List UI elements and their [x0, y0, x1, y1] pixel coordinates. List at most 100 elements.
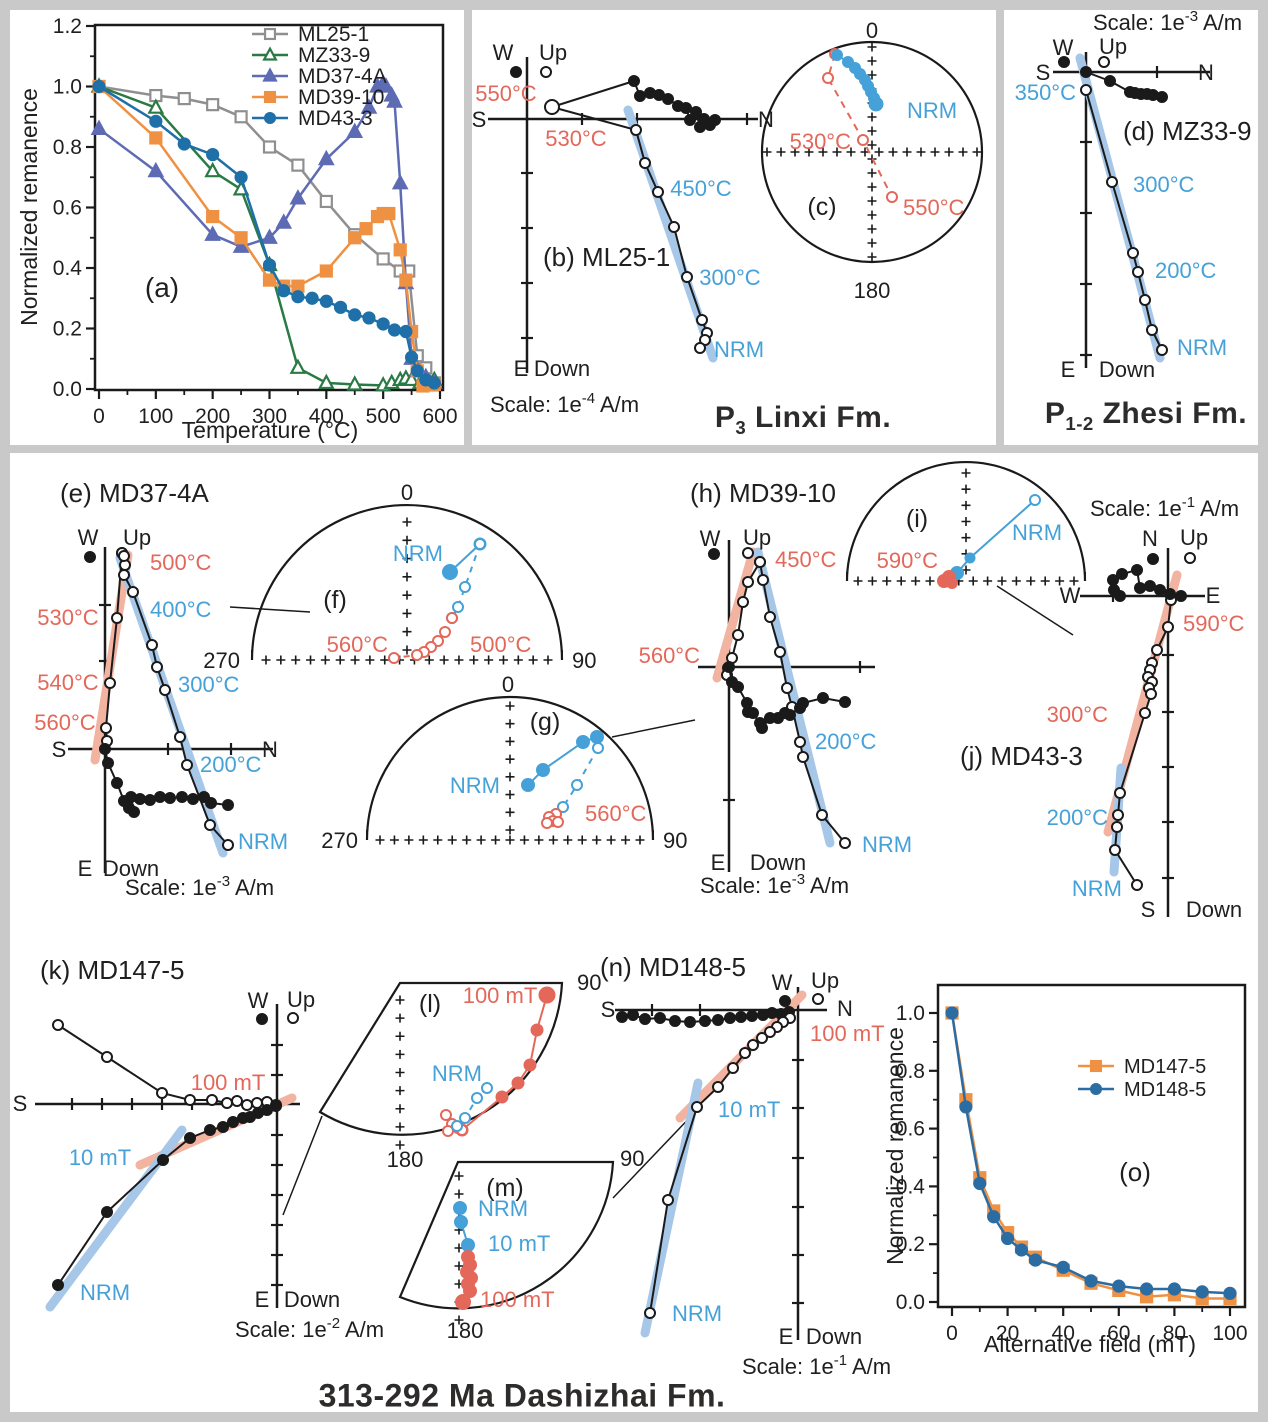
zijderveld-md37-4a-vertical-high-temp-pt-3: [100, 722, 112, 734]
zijderveld-mz33-9-horizontal-component-pt-7: [1156, 91, 1168, 103]
stereonet-c-t-6: 180: [854, 278, 891, 303]
zijderveld-mz33-9-t-18: NRM: [1177, 335, 1227, 360]
stereonet-f-20-plus: [291, 655, 301, 665]
chart-o-frame: [936, 983, 1247, 1309]
stereonet-i-16-plus: [1055, 576, 1065, 586]
zijderveld-md37-4a-t-13: S: [52, 737, 67, 762]
zijderveld-md148-5-horizontal-component-pt-4: [669, 1015, 681, 1027]
stereonet-g-19-plus: [519, 835, 529, 845]
stereonet-f-dot-6: [442, 564, 458, 580]
chart-o-legend-label: MD147-5: [1124, 1056, 1206, 1078]
chart-a-ytick-label: 0.4: [53, 257, 83, 280]
stereonet-c-16-plus: [930, 147, 940, 157]
zijderveld-ml25-1-dot-8: [510, 66, 522, 78]
stereonet-g-panel-label-g: (g): [530, 708, 561, 736]
stereonet-g-mid-path-pt-0: [592, 742, 604, 754]
chart-a-xtick-label: 400: [309, 405, 344, 428]
stereonet-g-8-plus: [505, 719, 515, 729]
stereonet-c-16-plus: [867, 224, 877, 234]
zijderveld-ml25-1-horizontal-component-pt-5: [684, 114, 696, 126]
stereonet-c-16-plus: [867, 252, 877, 262]
zijderveld-md39-10-horizontal-component-pt-0: [723, 661, 735, 673]
chart-a-series-MD39-10-marker: [399, 273, 413, 287]
chart-o-series-MD148-5-marker: [987, 1210, 1001, 1224]
chart-a-series-MD37-4A-marker: [289, 189, 307, 205]
zijderveld-md39-10-horizontal-component-pt-15: [839, 696, 851, 708]
zijderveld-md37-4a-t-20: 560°C: [34, 710, 96, 735]
chart-a-series-ML25-1-marker: [291, 158, 305, 172]
fan-l-af-path-pt-2: [511, 1076, 525, 1090]
zijderveld-md147-5-horizontal-component-pt-5: [227, 1116, 239, 1128]
zijderveld-md148-5-t-16: NRM: [672, 1301, 722, 1326]
section-dashizhai: [10, 453, 1258, 1412]
zijderveld-md147-5-t-17: Down: [284, 1287, 340, 1312]
zijderveld-ml25-1-scale-label-b: Scale: 1e-4 A/m: [490, 390, 639, 417]
stereonet-f-20-plus: [365, 655, 375, 665]
zijderveld-md37-4a-t-18: 530°C: [37, 605, 99, 630]
zijderveld-md43-3-vertical-component-pt-14: [1131, 879, 1143, 891]
zijderveld-md148-5-vertical-component-pt-7: [727, 1062, 739, 1074]
fan-l-af-low-cluster-pt-3: [442, 1125, 454, 1137]
zijderveld-mz33-9-t-16: 300°C: [1133, 172, 1195, 197]
chart-a-series-MD43-3-marker: [362, 311, 376, 325]
stereonet-g-high-temp-cluster-pt-4: [552, 816, 564, 828]
stereonet-g-leader-g-h: [611, 719, 696, 738]
zijderveld-md147-5-horizontal-component-pt-6: [217, 1121, 229, 1133]
stereonet-i-p-0: [845, 460, 1087, 582]
stereonet-g-8-plus: [505, 825, 515, 835]
chart-o-series-MD148-5-marker: [945, 1006, 959, 1020]
chart-a-series-MZ33-9-marker: [346, 375, 364, 391]
stereonet-c-16-plus: [972, 147, 982, 157]
zijderveld-md39-10-panel-title-h: (h) MD39-10: [690, 478, 836, 508]
zijderveld-md39-10-vertical-high-temp-pt-3: [732, 629, 744, 641]
zijderveld-md43-3-panel-title-j: (j) MD43-3: [960, 741, 1083, 771]
chart-a-series-MD39-10-marker: [393, 243, 407, 257]
zijderveld-md37-4a-vertical-component-pt-7: [174, 731, 186, 743]
formation-title-linxi: P3 Linxi Fm.: [715, 401, 891, 439]
formation-title-zhesi-text: Zhesi Fm.: [1093, 397, 1248, 430]
chart-a-xtick-label: 100: [138, 405, 173, 428]
zijderveld-md37-4a-dot-10: [118, 550, 130, 562]
zijderveld-md39-10-horizontal-component-pt-7: [756, 722, 768, 734]
chart-a-series-MD37-4A-marker: [204, 225, 222, 241]
chart-a-series-ML25-1-marker: [319, 194, 333, 209]
chart-o-legend-marker: [1089, 1082, 1103, 1096]
chart-a-series-MD39-10-marker: [348, 231, 362, 245]
chart-a-legend-marker: [263, 90, 277, 104]
zijderveld-md39-10-vertical-component-pt-1: [757, 574, 769, 586]
stereonet-f-8-plus: [402, 627, 412, 637]
stereonet-g-t-8: 0: [502, 672, 514, 697]
zijderveld-md43-3-dot-8: [1147, 553, 1159, 565]
zijderveld-md37-4a-t-24: NRM: [238, 829, 288, 854]
fan-l-nrm-cluster-pt-3: [451, 1120, 463, 1132]
zijderveld-md37-4a-horizontal-component-pt-5: [128, 806, 140, 818]
zijderveld-ml25-1-horizontal-component-pt-10: [644, 87, 656, 99]
zijderveld-md148-5-t-17: E: [779, 1324, 794, 1349]
zijderveld-ml25-1-vertical-component-pt-2: [639, 157, 651, 169]
zijderveld-mz33-9-vertical-component-pt-5: [1146, 324, 1158, 336]
chart-o-series-MD148-5-marker: [959, 1100, 973, 1114]
zijderveld-md37-4a-horizontal-component-pt-2: [111, 777, 123, 789]
zijderveld-md148-5-t-11: Up: [811, 968, 839, 993]
chart-a-panel-label: (a): [145, 272, 179, 303]
stereonet-i-16-plus: [1069, 576, 1079, 586]
zijderveld-mz33-9-vertical-component-pt-4: [1139, 294, 1151, 306]
stereonet-g-19-plus: [433, 835, 443, 845]
chart-o-ytick-label: 0.2: [896, 1233, 925, 1256]
chart-o-series-MD148-5-marker: [1014, 1243, 1029, 1257]
zijderveld-md43-3-horizontal-component-pt-2: [1154, 584, 1166, 596]
zijderveld-md147-5-vertical-component-pt-4: [206, 1094, 218, 1106]
zijderveld-md37-4a-vertical-component-pt-10: [222, 839, 234, 851]
stereonet-f-20-plus: [513, 655, 523, 665]
stereonet-c-16-plus: [790, 147, 800, 157]
fan-l-9-plus: [395, 995, 405, 1005]
zijderveld-md148-5-vertical-component-pt-3: [764, 1026, 776, 1038]
stereonet-c-16-plus: [958, 147, 968, 157]
chart-a-series-MD43-3-marker: [319, 294, 333, 308]
stereonet-c-16-plus: [867, 210, 877, 220]
zijderveld-ml25-1-t-17: 530°C: [545, 126, 607, 151]
chart-a-series-MD37-4A-marker: [147, 161, 165, 178]
fan-l-af-low-cluster-pt-0: [440, 1109, 452, 1121]
zijderveld-md39-10-horizontal-component-pt-11: [784, 709, 796, 721]
chart-a-series-MD39-10-marker: [149, 131, 163, 145]
